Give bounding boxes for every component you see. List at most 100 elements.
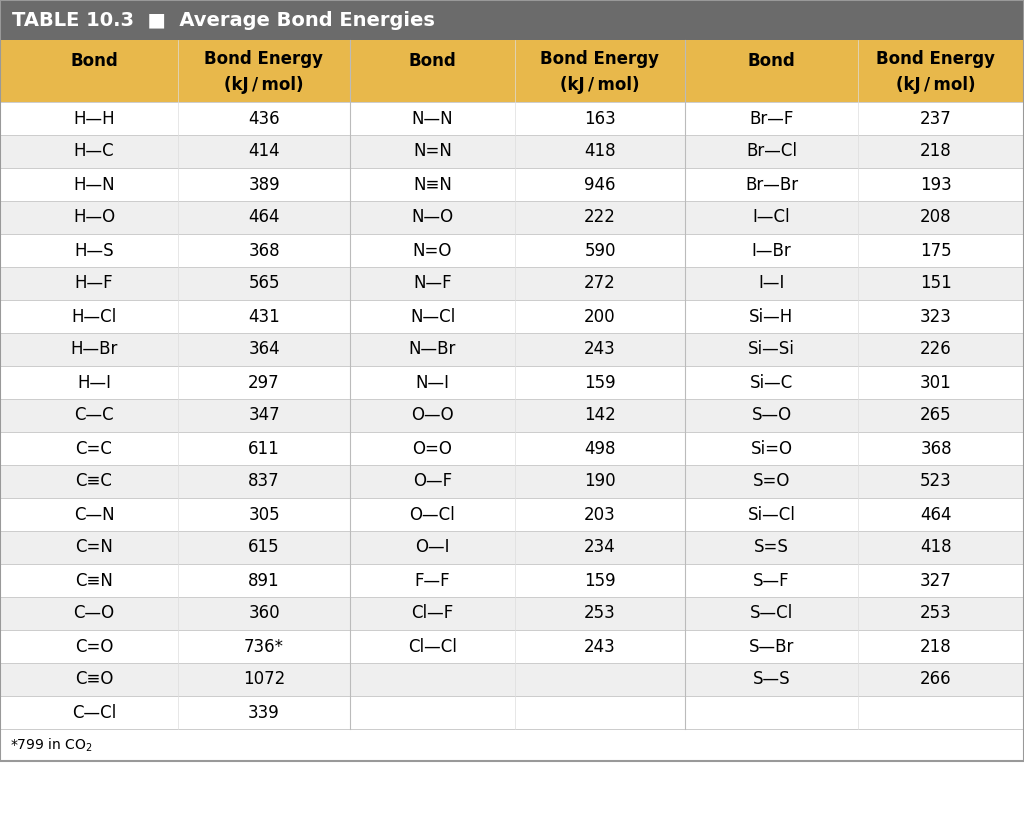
Text: 615: 615 [248,539,280,557]
Text: Bond: Bond [70,51,118,69]
Text: Cl—Cl: Cl—Cl [408,637,457,655]
Text: 523: 523 [921,473,952,491]
Text: Si—Cl: Si—Cl [748,505,796,523]
Text: 946: 946 [585,175,615,193]
Bar [0,597,1024,630]
Text: 464: 464 [248,209,280,227]
Text: 151: 151 [921,275,952,293]
Text: S=S: S=S [754,539,788,557]
Bar [0,135,1024,168]
Bar [0,399,1024,432]
Text: 305: 305 [248,505,280,523]
Text: 368: 368 [248,241,280,259]
Bar [0,663,1024,696]
Text: 360: 360 [248,605,280,623]
Text: 837: 837 [248,473,280,491]
Bar [0,168,1024,201]
Text: Bond: Bond [409,51,457,69]
Text: *799 in CO$_2$: *799 in CO$_2$ [10,736,92,754]
Text: O—O: O—O [412,407,454,425]
Bar [0,102,1024,135]
Text: 498: 498 [585,439,615,457]
Text: H—N: H—N [73,175,115,193]
Bar [0,630,1024,663]
Text: 431: 431 [248,307,280,325]
Bar [0,267,1024,300]
Text: (kJ / mol): (kJ / mol) [224,76,304,94]
Text: 339: 339 [248,703,280,721]
Text: Si—Si: Si—Si [749,341,795,359]
Bar [0,300,1024,333]
Text: C—Cl: C—Cl [72,703,116,721]
Text: 891: 891 [248,571,280,589]
Text: C≡O: C≡O [75,671,114,689]
Text: 368: 368 [921,439,952,457]
Bar [0,333,1024,366]
Text: C—O: C—O [74,605,115,623]
Bar [0,234,1024,267]
Bar [0,531,1024,564]
Text: F—F: F—F [415,571,451,589]
Text: H—I: H—I [77,373,111,391]
Text: 414: 414 [248,143,280,161]
Text: H—H: H—H [73,109,115,127]
Text: 193: 193 [921,175,952,193]
Text: 590: 590 [585,241,615,259]
Text: N=O: N=O [413,241,453,259]
Bar [0,40,1024,102]
Text: 565: 565 [248,275,280,293]
Text: C=O: C=O [75,637,114,655]
Text: (kJ / mol): (kJ / mol) [560,76,640,94]
Text: 203: 203 [584,505,615,523]
Text: C=N: C=N [75,539,113,557]
Text: 163: 163 [584,109,615,127]
Bar [0,432,1024,465]
Text: Br—Br: Br—Br [744,175,798,193]
Text: N—F: N—F [414,275,452,293]
Text: 297: 297 [248,373,280,391]
Text: 218: 218 [921,637,952,655]
Text: 253: 253 [584,605,615,623]
Text: Br—F: Br—F [750,109,794,127]
Text: S=O: S=O [753,473,791,491]
Bar [0,465,1024,498]
Text: N≡N: N≡N [413,175,452,193]
Text: 327: 327 [921,571,952,589]
Text: 347: 347 [248,407,280,425]
Text: N—Br: N—Br [409,341,456,359]
Text: O=O: O=O [413,439,453,457]
Text: S—F: S—F [754,571,790,589]
Text: 266: 266 [921,671,952,689]
Text: Si=O: Si=O [751,439,793,457]
Text: Bond Energy: Bond Energy [877,50,995,68]
Text: 226: 226 [921,341,952,359]
Text: C≡N: C≡N [75,571,113,589]
Text: Cl—F: Cl—F [412,605,454,623]
Text: 218: 218 [921,143,952,161]
Text: 323: 323 [920,307,952,325]
Text: 175: 175 [921,241,952,259]
Text: I—Cl: I—Cl [753,209,791,227]
Bar [0,0,1024,40]
Bar [0,498,1024,531]
Text: 1072: 1072 [243,671,285,689]
Text: I—Br: I—Br [752,241,792,259]
Text: 142: 142 [584,407,615,425]
Text: Bond Energy: Bond Energy [541,50,659,68]
Text: 222: 222 [584,209,616,227]
Text: 159: 159 [584,571,615,589]
Text: H—O: H—O [73,209,115,227]
Text: Br—Cl: Br—Cl [746,143,797,161]
Bar [0,696,1024,729]
Text: S—S: S—S [753,671,791,689]
Text: H—Br: H—Br [71,341,118,359]
Text: I—I: I—I [759,275,784,293]
Text: N—N: N—N [412,109,454,127]
Text: Si—C: Si—C [750,373,794,391]
Text: 301: 301 [921,373,952,391]
Text: N=N: N=N [413,143,452,161]
Text: N—I: N—I [416,373,450,391]
Text: 208: 208 [921,209,952,227]
Text: O—I: O—I [416,539,450,557]
Text: 159: 159 [584,373,615,391]
